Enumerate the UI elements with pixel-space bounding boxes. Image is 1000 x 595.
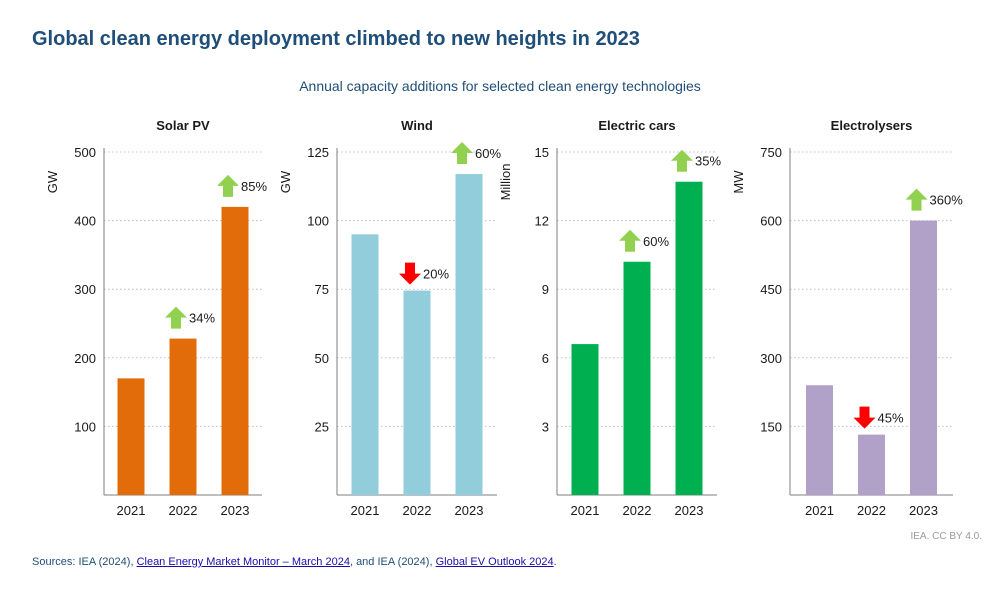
x-tick-label: 2021 bbox=[805, 503, 834, 518]
y-axis-label: Million bbox=[498, 164, 513, 201]
chart-title: Electric cars bbox=[598, 118, 675, 133]
bar-electric-cars-2022 bbox=[623, 261, 651, 495]
y-tick-label: 12 bbox=[535, 214, 549, 229]
x-tick-label: 2023 bbox=[909, 503, 938, 518]
x-tick-label: 2022 bbox=[169, 503, 198, 518]
chart-wind: Wind 25 50 75 100 125 GW 2021 2022 2023 20% 60% bbox=[278, 118, 501, 518]
y-tick-label: 15 bbox=[535, 145, 549, 160]
bar-electrolysers-2023 bbox=[910, 220, 937, 495]
bar-electrolysers-2022 bbox=[858, 434, 885, 495]
y-tick-label: 750 bbox=[760, 145, 782, 160]
y-axis-label: MW bbox=[731, 170, 746, 194]
bar-wind-2023 bbox=[455, 173, 483, 495]
y-axis-label: GW bbox=[278, 170, 293, 193]
y-tick-label: 100 bbox=[74, 419, 96, 434]
page-title: Global clean energy deployment climbed t… bbox=[32, 28, 640, 50]
bar-solar-pv-2022 bbox=[169, 338, 197, 495]
y-tick-label: 100 bbox=[307, 214, 329, 229]
y-tick-label: 25 bbox=[315, 419, 329, 434]
growth-label: 20% bbox=[423, 267, 449, 282]
y-tick-label: 50 bbox=[315, 351, 329, 366]
y-tick-label: 75 bbox=[315, 282, 329, 297]
license-credit: IEA. CC BY 4.0. bbox=[910, 531, 982, 542]
x-tick-label: 2021 bbox=[117, 503, 146, 518]
x-tick-label: 2023 bbox=[675, 503, 704, 518]
page-subtitle: Annual capacity additions for selected c… bbox=[299, 78, 701, 94]
arrow-up-icon bbox=[619, 229, 641, 252]
y-axis-label: GW bbox=[45, 170, 60, 193]
y-tick-label: 125 bbox=[307, 145, 329, 160]
y-tick-label: 200 bbox=[74, 351, 96, 366]
y-tick-label: 3 bbox=[542, 419, 549, 434]
x-tick-label: 2021 bbox=[351, 503, 380, 518]
arrow-up-icon bbox=[451, 141, 473, 164]
bar-electric-cars-2021 bbox=[571, 344, 599, 495]
arrow-up-icon bbox=[217, 174, 239, 197]
y-tick-label: 450 bbox=[760, 282, 782, 297]
chart-title: Wind bbox=[401, 118, 433, 133]
growth-label: 60% bbox=[643, 234, 669, 249]
growth-label: 360% bbox=[930, 193, 964, 208]
x-tick-label: 2022 bbox=[623, 503, 652, 518]
y-tick-label: 600 bbox=[760, 214, 782, 229]
chart-solar-pv: Solar PV 100 200 300 400 500 GW 2021 2022 2023 34%… bbox=[45, 118, 267, 518]
chart-electric-cars: Electric cars 3 6 9 12 15 Million 2021 2022 2023 6… bbox=[498, 118, 721, 518]
x-tick-label: 2023 bbox=[221, 503, 250, 518]
source-link-global-ev-outlook[interactable]: Global EV Outlook 2024 bbox=[435, 556, 554, 568]
y-tick-label: 300 bbox=[760, 351, 782, 366]
y-tick-label: 150 bbox=[760, 419, 782, 434]
chart-title: Solar PV bbox=[156, 118, 210, 133]
bar-wind-2021 bbox=[351, 234, 379, 495]
bar-solar-pv-2023 bbox=[221, 206, 249, 495]
y-tick-label: 9 bbox=[542, 282, 549, 297]
source-suffix: . bbox=[553, 556, 557, 568]
source-note: Sources: IEA (2024), Clean Energy Market… bbox=[32, 556, 557, 568]
arrow-down-icon bbox=[399, 262, 421, 285]
y-tick-label: 400 bbox=[74, 214, 96, 229]
bar-electrolysers-2021 bbox=[806, 385, 833, 495]
x-tick-label: 2022 bbox=[857, 503, 886, 518]
source-prefix: Sources: IEA (2024), bbox=[32, 556, 137, 568]
growth-label: 35% bbox=[695, 154, 721, 169]
growth-label: 45% bbox=[878, 411, 904, 426]
bar-electric-cars-2023 bbox=[675, 181, 703, 495]
growth-label: 34% bbox=[189, 311, 215, 326]
growth-label: 85% bbox=[241, 179, 267, 194]
bar-solar-pv-2021 bbox=[117, 378, 145, 495]
arrow-up-icon bbox=[905, 188, 928, 211]
bar-wind-2022 bbox=[403, 290, 431, 495]
x-tick-label: 2021 bbox=[571, 503, 600, 518]
source-link-clean-energy-market-monitor[interactable]: Clean Energy Market Monitor – March 2024 bbox=[136, 556, 350, 568]
chart-electrolysers: Electrolysers 150 300 450 600 750 MW 2021 2022 20… bbox=[731, 118, 963, 518]
y-tick-label: 500 bbox=[74, 145, 96, 160]
arrow-down-icon bbox=[853, 406, 876, 429]
arrow-up-icon bbox=[671, 149, 693, 172]
x-tick-label: 2023 bbox=[455, 503, 484, 518]
y-tick-label: 6 bbox=[542, 351, 549, 366]
x-tick-label: 2022 bbox=[403, 503, 432, 518]
growth-label: 60% bbox=[475, 146, 501, 161]
y-tick-label: 300 bbox=[74, 282, 96, 297]
source-middle: , and IEA (2024), bbox=[349, 556, 436, 568]
chart-title: Electrolysers bbox=[831, 118, 913, 133]
arrow-up-icon bbox=[165, 306, 187, 329]
